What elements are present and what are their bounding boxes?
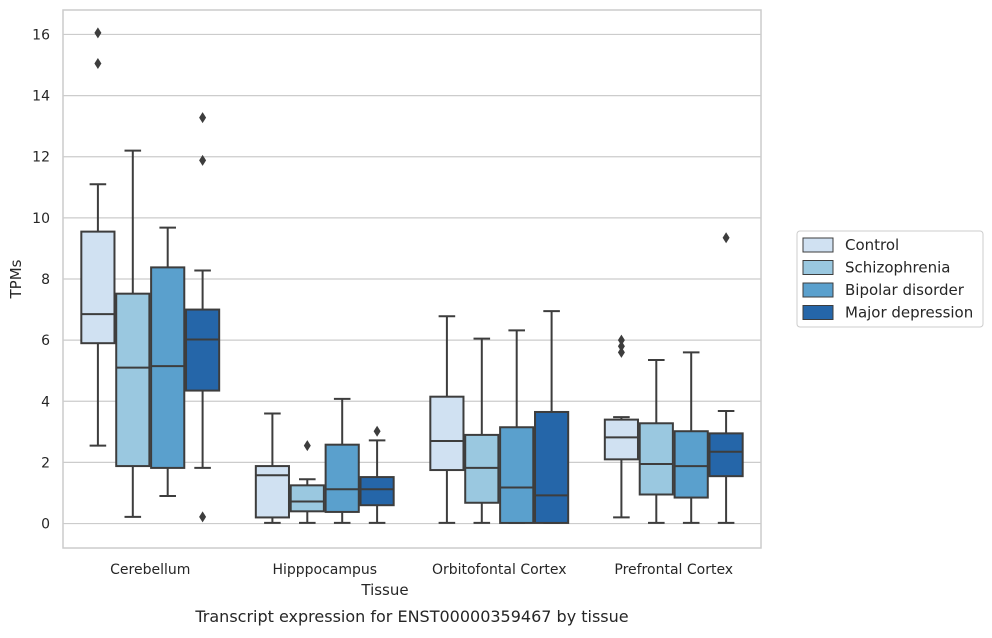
box-control: [80, 27, 116, 447]
y-tick-label: 8: [41, 272, 50, 288]
legend-label: Schizophrenia: [845, 259, 950, 277]
y-tick-label: 14: [32, 89, 50, 105]
y-tick-label: 6: [41, 333, 50, 349]
y-tick-label: 10: [32, 211, 50, 227]
outlier-marker: [617, 346, 625, 358]
y-tick-label: 0: [41, 517, 50, 533]
x-tick-labels: Cerebellum Hipppocampus Orbitofontal Corte…: [110, 562, 733, 578]
iqr-box: [324, 443, 360, 513]
outlier-marker: [722, 232, 730, 244]
box-schizophrenia: [638, 359, 674, 524]
box-major-depression: [185, 112, 221, 523]
box-major-depression: [708, 232, 744, 524]
box-groups: [80, 27, 744, 524]
box-control: [254, 412, 290, 524]
box-schizophrenia: [115, 149, 151, 518]
outlier-marker: [617, 340, 625, 352]
iqr-box: [254, 465, 290, 519]
legend-swatch: [802, 305, 834, 320]
iqr-box: [638, 422, 674, 496]
box-major-depression: [534, 310, 570, 524]
iqr-box: [115, 292, 151, 468]
box-bipolar-disorder: [324, 397, 360, 524]
iqr-box: [534, 410, 570, 524]
legend-frame: [796, 230, 984, 328]
y-tick-labels: 0 2 4 6 8 10 12 14 16: [32, 27, 50, 532]
plot-frame: [62, 9, 762, 549]
outlier-marker: [303, 440, 311, 452]
outlier-marker: [617, 334, 625, 346]
x-tick-label: Hipppocampus: [272, 562, 377, 578]
iqr-box: [429, 395, 465, 472]
box-bipolar-disorder: [499, 329, 535, 524]
y-axis-title: TPMs: [7, 259, 25, 299]
outlier-marker: [373, 425, 381, 437]
outlier-marker: [94, 27, 102, 39]
chart-caption: Transcript expression for ENST0000035946…: [194, 607, 628, 626]
iqr-box: [499, 426, 535, 524]
x-tick-label: Orbitofontal Cortex: [432, 562, 567, 578]
iqr-box: [80, 230, 116, 345]
x-tick-label: Cerebellum: [110, 562, 190, 578]
iqr-box: [359, 476, 395, 507]
legend-label: Bipolar disorder: [845, 281, 965, 299]
iqr-box: [185, 308, 221, 392]
legend: Control Schizophrenia Bipolar disorder Majo…: [796, 230, 984, 328]
box-schizophrenia: [464, 337, 500, 524]
y-tick-label: 16: [32, 27, 50, 43]
box-bipolar-disorder: [673, 351, 709, 524]
iqr-box: [673, 430, 709, 499]
y-tick-label: 4: [41, 394, 50, 410]
x-axis-title: Tissue: [360, 581, 408, 599]
outlier-marker: [199, 154, 207, 166]
legend-swatch: [802, 260, 834, 275]
iqr-box: [603, 418, 639, 461]
outlier-marker: [94, 57, 102, 69]
box-control: [603, 334, 639, 519]
iqr-box: [289, 484, 325, 513]
legend-swatch: [802, 282, 834, 298]
legend-swatch: [802, 237, 834, 253]
box-bipolar-disorder: [150, 226, 186, 498]
y-tick-label: 2: [41, 455, 50, 471]
iqr-box: [708, 432, 744, 478]
box-schizophrenia: [289, 440, 325, 524]
box-control: [429, 315, 465, 524]
iqr-box: [150, 266, 186, 469]
legend-label: Major depression: [845, 304, 973, 322]
box-major-depression: [359, 425, 395, 524]
x-tick-label: Prefrontal Cortex: [614, 562, 733, 578]
outlier-marker: [199, 511, 207, 523]
legend-label: Control: [845, 236, 899, 254]
y-tick-label: 12: [32, 150, 50, 166]
outlier-marker: [199, 112, 207, 124]
